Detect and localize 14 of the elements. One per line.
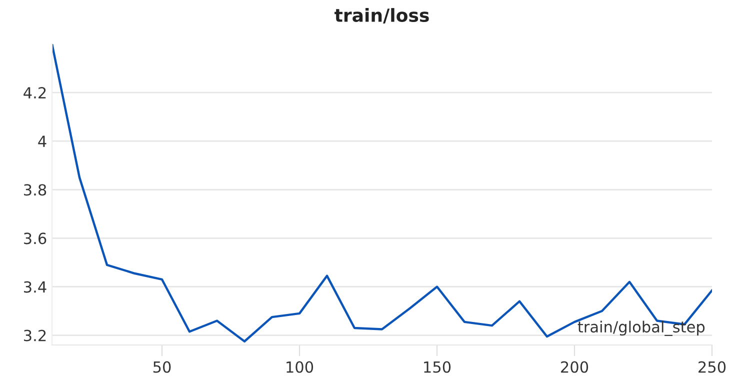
x-tick-label: 200: [561, 361, 588, 373]
y-tick-label: 3.6: [24, 232, 46, 244]
line-series: [52, 44, 712, 342]
x-axis-title: train/global_step: [578, 320, 705, 336]
x-tick-label: 150: [424, 361, 451, 373]
x-tick-label: 100: [286, 361, 314, 373]
y-tick-label: 3.8: [24, 184, 46, 196]
y-tick-label: 4: [38, 136, 46, 147]
chart-title: train/loss: [334, 8, 429, 24]
x-tick-label: 250: [698, 361, 726, 373]
y-tick-label: 4.2: [24, 87, 46, 98]
y-tick-label: 3.4: [24, 281, 46, 293]
x-tick-label: 50: [153, 361, 171, 373]
y-tick-label: 3.2: [24, 330, 46, 342]
